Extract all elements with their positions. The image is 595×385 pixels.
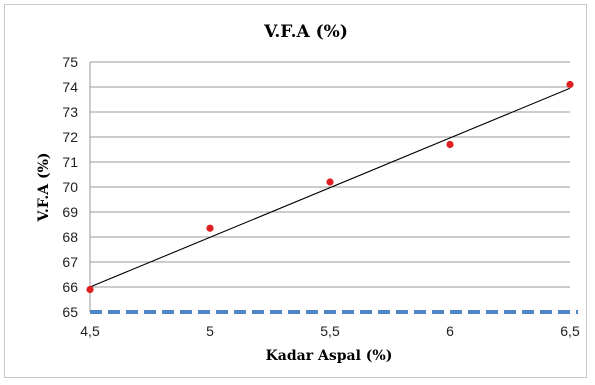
x-tick-label: 4,5 — [80, 323, 100, 339]
trendline — [89, 87, 571, 288]
data-point — [446, 140, 454, 149]
x-tick-label: 5,5 — [320, 323, 340, 339]
y-axis-ticks: 65 66 67 68 69 70 71 72 73 74 75 — [62, 54, 78, 320]
data-point — [206, 224, 214, 232]
chart-title: V.F.A (%) — [263, 22, 348, 42]
x-tick-label: 6 — [446, 323, 454, 339]
chart-frame — [4, 4, 587, 378]
y-tick-label: 71 — [62, 154, 78, 170]
y-tick-label: 74 — [62, 79, 78, 95]
x-axis-label: Kadar Aspal (%) — [266, 348, 393, 364]
y-tick-label: 69 — [62, 204, 78, 220]
x-tick-label: 6,5 — [560, 323, 580, 339]
y-tick-label: 70 — [62, 179, 78, 195]
data-point — [86, 285, 94, 294]
data-point — [326, 178, 334, 186]
gridlines — [89, 61, 570, 312]
x-axis-ticks: 4,5 5 5,5 6 6,5 — [80, 323, 580, 339]
data-points — [86, 80, 574, 294]
y-tick-label: 66 — [62, 279, 78, 295]
y-tick-label: 72 — [62, 129, 78, 145]
trendline-group — [89, 87, 571, 288]
y-tick-label: 65 — [62, 304, 78, 320]
y-axis-label: V.F.A (%) — [36, 153, 52, 223]
x-tick-label: 5 — [206, 323, 214, 339]
y-tick-label: 68 — [62, 229, 78, 245]
y-tick-label: 67 — [62, 254, 78, 270]
y-tick-label: 75 — [62, 54, 78, 70]
y-tick-label: 73 — [62, 104, 78, 120]
data-point — [566, 80, 574, 89]
